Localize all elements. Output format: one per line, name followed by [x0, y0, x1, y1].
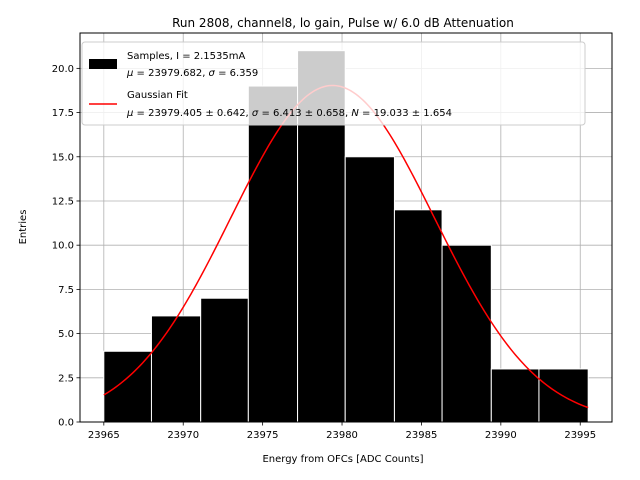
- legend-samples-swatch: [89, 59, 117, 69]
- y-tick-label: 2.5: [58, 373, 74, 384]
- x-tick-label: 23985: [406, 430, 438, 441]
- y-tick-label: 5.0: [58, 329, 74, 340]
- y-tick-label: 15.0: [52, 152, 74, 163]
- legend-fit-mu-value: = 23979.405 ± 0.642,: [133, 108, 252, 119]
- x-tick-label: 23970: [167, 430, 199, 441]
- legend-samples-line1: Samples, I = 2.1535mA: [127, 51, 245, 62]
- legend-fit-n: N: [351, 108, 359, 119]
- x-tick-label: 23995: [564, 430, 596, 441]
- legend-samples-line2: μ = 23979.682, σ = 6.359: [126, 68, 258, 79]
- legend-fit-sigma-value: = 6.413 ± 0.658,: [258, 108, 351, 119]
- y-tick-label: 0.0: [58, 418, 74, 429]
- x-tick-label: 23990: [485, 430, 517, 441]
- histogram-bars: [103, 50, 589, 423]
- legend-fit-line1: Gaussian Fit: [127, 90, 188, 101]
- x-tick-label: 23980: [326, 430, 358, 441]
- legend-fit-n-value: = 19.033 ± 1.654: [359, 108, 452, 119]
- legend-fit-sigma: σ: [252, 108, 259, 119]
- histogram-bar: [200, 297, 249, 423]
- legend-samples-sigma: σ: [209, 68, 216, 79]
- histogram-bar: [490, 368, 540, 423]
- plot-frame: [79, 32, 613, 423]
- legend: Samples, I = 2.1535mA μ = 23979.682, σ =…: [81, 41, 586, 126]
- legend-fit-line2: μ = 23979.405 ± 0.642, σ = 6.413 ± 0.658…: [126, 108, 452, 119]
- legend-fit-mu: μ: [126, 108, 133, 119]
- legend-samples-mu-value: = 23979.682,: [133, 68, 208, 79]
- y-tick-label: 10.0: [52, 241, 74, 252]
- legend-samples-mu: μ: [126, 68, 133, 79]
- legend-box: [81, 41, 586, 126]
- histogram-bar: [344, 156, 395, 423]
- y-tick-label: 20.0: [52, 64, 74, 75]
- histogram-bar: [247, 85, 299, 423]
- x-axis-ticks: 23965 23970 23975 23980 23985 23990 23995: [88, 422, 596, 441]
- x-tick-label: 23975: [247, 430, 279, 441]
- legend-samples-sigma-value: = 6.359: [215, 68, 258, 79]
- y-tick-label: 7.5: [58, 285, 74, 296]
- histogram-bar: [103, 350, 152, 423]
- y-axis-ticks: 0.0 2.5 5.0 7.5 10.0 12.5 15.0 17.5 20.0: [52, 64, 80, 429]
- y-tick-label: 17.5: [52, 108, 74, 119]
- y-axis-label: Entries: [18, 210, 29, 245]
- chart-title: Run 2808, channel8, lo gain, Pulse w/ 6.…: [172, 16, 514, 30]
- histogram-bar: [393, 209, 443, 423]
- histogram-bar: [441, 244, 492, 423]
- x-tick-label: 23965: [88, 430, 120, 441]
- x-axis-label: Energy from OFCs [ADC Counts]: [262, 454, 423, 465]
- y-tick-label: 12.5: [52, 196, 74, 207]
- histogram-bar: [150, 315, 202, 423]
